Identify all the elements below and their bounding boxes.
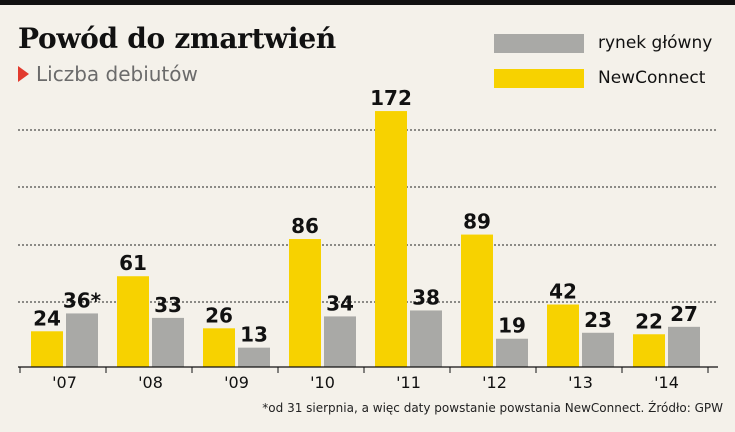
data-label: 13 (240, 323, 268, 347)
data-label: 22 (635, 309, 663, 333)
data-label: 86 (291, 214, 319, 238)
bar-newconnect (289, 239, 321, 367)
bar-newconnect (633, 334, 665, 367)
data-label: 89 (463, 210, 491, 234)
x-tick-label: '11 (396, 373, 421, 392)
legend-item-newconnect: NewConnect (494, 68, 705, 88)
bar-main-market (582, 332, 614, 367)
bar-main-market (66, 313, 98, 367)
data-label: 24 (33, 306, 61, 330)
bar-newconnect (375, 111, 407, 368)
x-tick-label: '13 (568, 373, 593, 392)
x-tick-label: '10 (310, 373, 335, 392)
triangle-bullet-icon (18, 66, 29, 82)
legend-label-main-market: rynek główny (598, 33, 713, 53)
footnote: *od 31 sierpnia, a więc daty powstanie p… (262, 401, 723, 415)
data-label: 26 (205, 303, 233, 327)
bar-newconnect (461, 234, 493, 367)
x-tick-label: '09 (224, 373, 249, 392)
legend-item-main-market: rynek główny (494, 33, 712, 53)
bar-newconnect (547, 304, 579, 367)
x-tick-label: '08 (138, 373, 163, 392)
subtitle-row: Liczba debiutów (18, 62, 198, 86)
legend-label-newconnect: NewConnect (598, 68, 706, 88)
data-label: 19 (498, 314, 526, 338)
bar-newconnect (31, 331, 63, 367)
data-label: 23 (584, 308, 612, 332)
data-label: 38 (412, 285, 440, 309)
data-label: 27 (670, 302, 698, 326)
bar-newconnect (117, 276, 149, 367)
bar-main-market (238, 347, 270, 367)
bar-main-market (668, 326, 700, 367)
data-label: 42 (549, 280, 577, 304)
data-label: 34 (326, 291, 354, 315)
chart-title: Powód do zmartwień (18, 22, 336, 55)
x-tick-label: '14 (654, 373, 679, 392)
top-rule (0, 0, 735, 5)
data-label: 36* (63, 288, 102, 312)
data-label: 172 (370, 86, 412, 110)
bar-main-market (496, 338, 528, 367)
bar-main-market (152, 317, 184, 367)
data-label: 61 (119, 251, 147, 275)
bar-main-market (324, 316, 356, 367)
bar-newconnect (203, 328, 235, 367)
data-label: 33 (154, 293, 182, 317)
bar-main-market (410, 310, 442, 367)
legend-swatch-main-market (494, 33, 584, 53)
x-tick-label: '12 (482, 373, 507, 392)
legend-swatch-newconnect (494, 68, 584, 88)
chart-subtitle: Liczba debiutów (36, 62, 198, 86)
x-tick-label: '07 (52, 373, 77, 392)
